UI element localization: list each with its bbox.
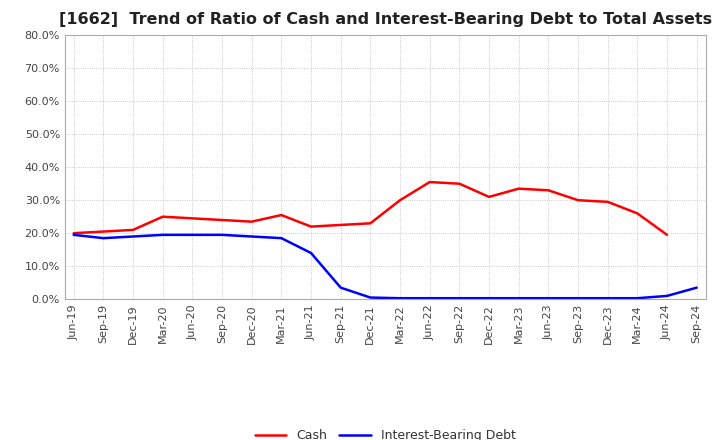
Interest-Bearing Debt <box>603 296 612 301</box>
Interest-Bearing Debt <box>662 293 671 299</box>
Line: Cash: Cash <box>73 182 667 235</box>
Cash <box>574 198 582 203</box>
Interest-Bearing Debt <box>277 235 286 241</box>
Interest-Bearing Debt <box>158 232 167 238</box>
Cash <box>603 199 612 205</box>
Interest-Bearing Debt <box>307 250 315 256</box>
Title: [1662]  Trend of Ratio of Cash and Interest-Bearing Debt to Total Assets: [1662] Trend of Ratio of Cash and Intere… <box>58 12 712 27</box>
Interest-Bearing Debt <box>455 296 464 301</box>
Legend: Cash, Interest-Bearing Debt: Cash, Interest-Bearing Debt <box>250 424 521 440</box>
Interest-Bearing Debt <box>514 296 523 301</box>
Interest-Bearing Debt <box>366 295 374 300</box>
Interest-Bearing Debt <box>99 235 108 241</box>
Interest-Bearing Debt <box>485 296 493 301</box>
Interest-Bearing Debt <box>336 285 345 290</box>
Interest-Bearing Debt <box>188 232 197 238</box>
Cash <box>158 214 167 220</box>
Cash <box>217 217 226 223</box>
Cash <box>69 231 78 236</box>
Interest-Bearing Debt <box>633 296 642 301</box>
Cash <box>248 219 256 224</box>
Interest-Bearing Debt <box>396 296 405 301</box>
Cash <box>633 211 642 216</box>
Cash <box>336 222 345 227</box>
Cash <box>129 227 138 232</box>
Cash <box>188 216 197 221</box>
Interest-Bearing Debt <box>693 285 701 290</box>
Cash <box>544 187 553 193</box>
Interest-Bearing Debt <box>544 296 553 301</box>
Interest-Bearing Debt <box>69 232 78 238</box>
Interest-Bearing Debt <box>574 296 582 301</box>
Cash <box>99 229 108 234</box>
Interest-Bearing Debt <box>217 232 226 238</box>
Cash <box>366 221 374 226</box>
Cash <box>277 213 286 218</box>
Cash <box>485 194 493 200</box>
Cash <box>426 180 434 185</box>
Line: Interest-Bearing Debt: Interest-Bearing Debt <box>73 235 697 298</box>
Cash <box>396 198 405 203</box>
Cash <box>662 232 671 238</box>
Cash <box>307 224 315 229</box>
Interest-Bearing Debt <box>248 234 256 239</box>
Cash <box>514 186 523 191</box>
Interest-Bearing Debt <box>129 234 138 239</box>
Cash <box>455 181 464 187</box>
Interest-Bearing Debt <box>426 296 434 301</box>
